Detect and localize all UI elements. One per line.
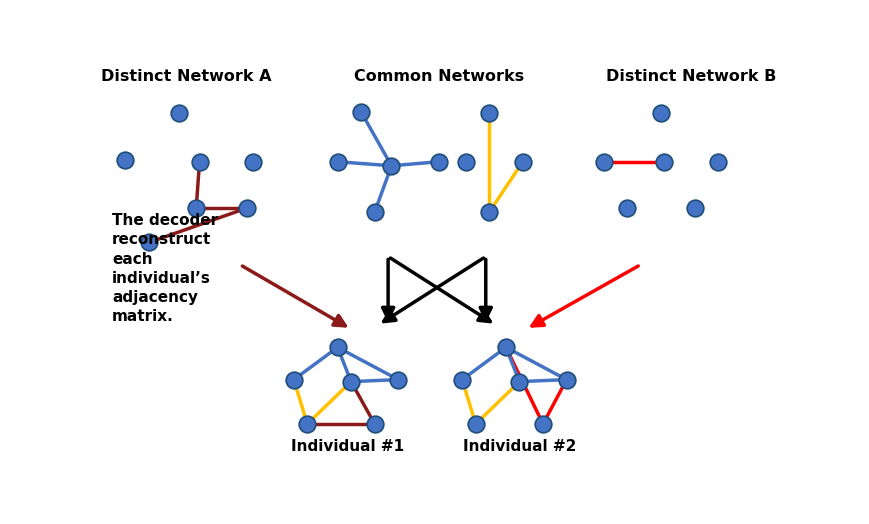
Text: The decoder
reconstruct
each
individual’s
adjacency
matrix.: The decoder reconstruct each individual’… (112, 213, 218, 324)
Text: Distinct Network B: Distinct Network B (606, 69, 776, 84)
Text: Individual #1: Individual #1 (291, 439, 404, 454)
Text: Common Networks: Common Networks (354, 69, 524, 84)
Text: Individual #2: Individual #2 (463, 439, 576, 454)
Text: Distinct Network A: Distinct Network A (101, 69, 271, 84)
